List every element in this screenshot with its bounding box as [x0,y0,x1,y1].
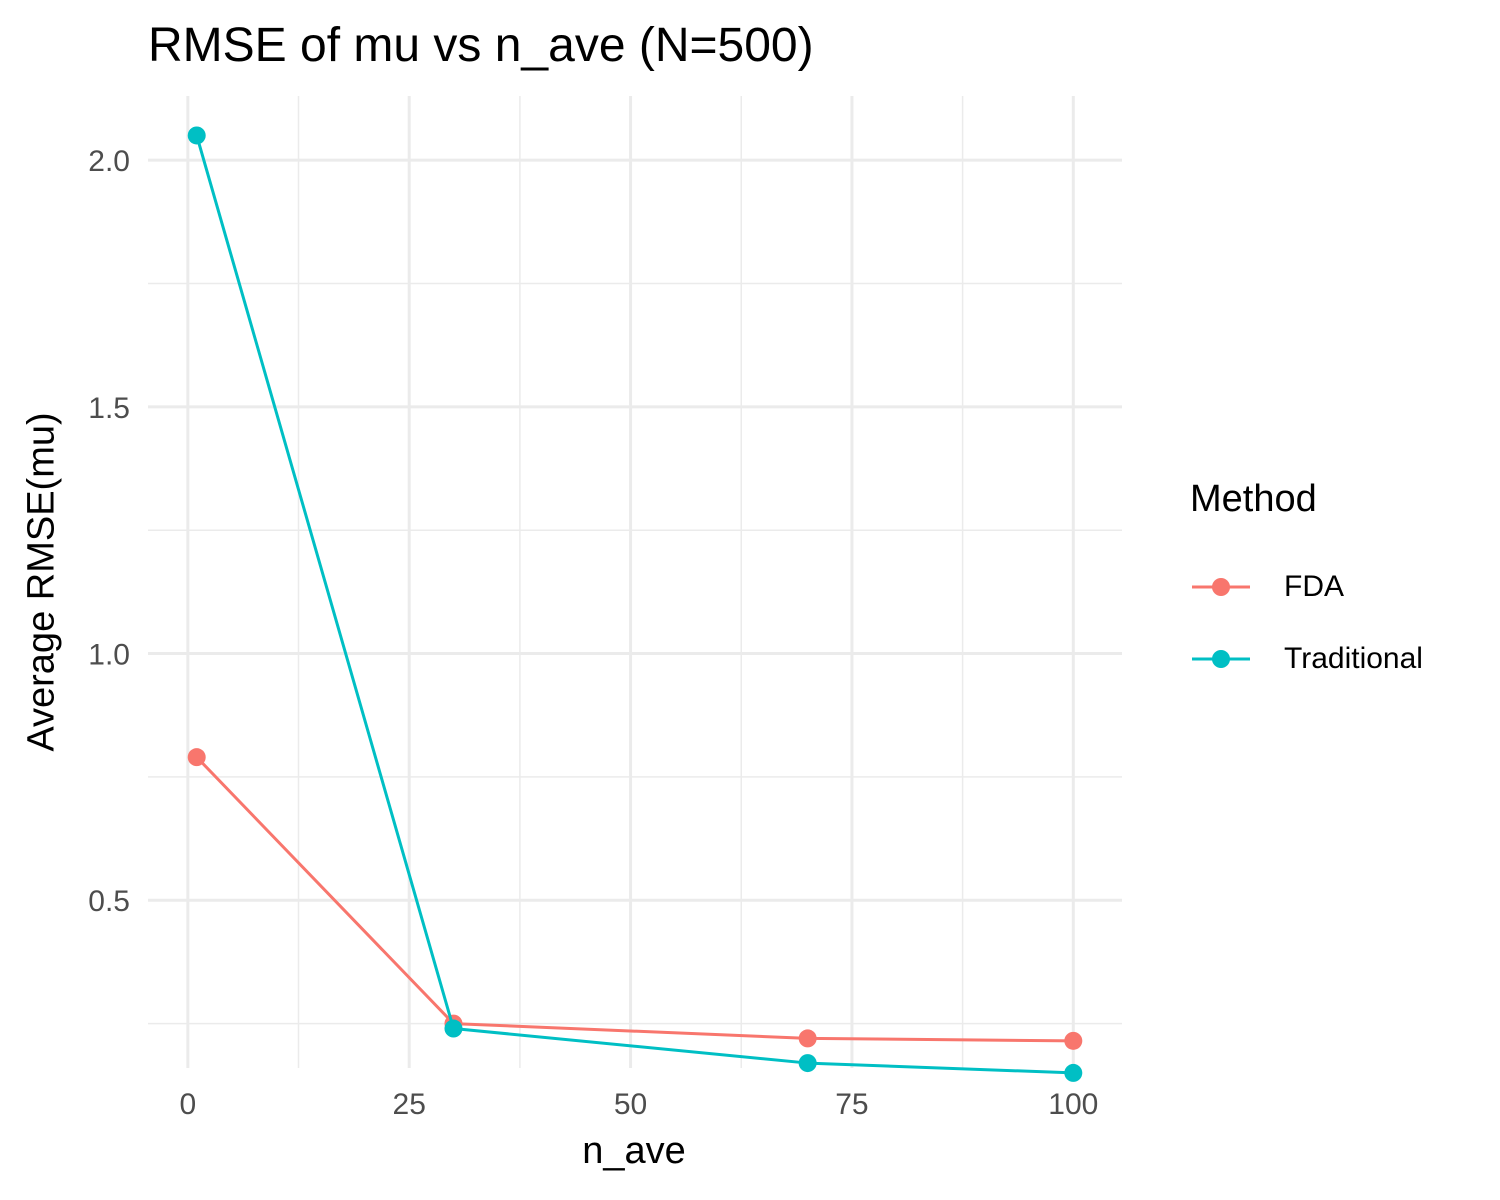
data-point-fda [798,1029,817,1048]
x-axis-label: n_ave [582,1130,686,1172]
legend-item-fda: FDA [1190,551,1423,623]
series-line-traditional [195,135,1074,1075]
x-tick-label: 100 [1048,1088,1098,1121]
data-point-traditional [444,1019,463,1038]
data-point-fda [187,748,206,767]
data-point-traditional [798,1054,817,1073]
y-tick-label: 2.0 [88,145,130,178]
x-tick-label: 75 [835,1088,868,1121]
x-tick-label: 25 [393,1088,426,1121]
legend-title: Method [1190,478,1317,520]
chart-title: RMSE of mu vs n_ave (N=500) [148,19,814,72]
data-point-traditional [1064,1063,1083,1082]
y-tick-label: 0.5 [88,885,130,918]
series-line-fda [195,756,1074,1043]
legend-label-traditional: Traditional [1284,642,1423,675]
legend: Method FDA Traditional [1190,478,1423,695]
legend-label-fda: FDA [1284,570,1344,603]
series-layer [187,126,1083,1082]
legend-item-traditional: Traditional [1190,623,1423,695]
legend-key-traditional [1192,650,1250,668]
data-point-fda [1064,1031,1083,1050]
y-tick-label: 1.5 [88,392,130,425]
grid-layer [148,96,1122,1068]
legend-key-fda [1192,578,1250,596]
x-tick-label: 50 [614,1088,647,1121]
tick-layer: 0 25 50 75 100 0.5 1.0 1.5 2.0 [88,145,1098,1121]
x-tick-label: 0 [180,1088,197,1121]
y-axis-label: Average RMSE(mu) [20,412,63,752]
data-point-traditional [187,126,206,145]
y-tick-label: 1.0 [88,639,130,672]
